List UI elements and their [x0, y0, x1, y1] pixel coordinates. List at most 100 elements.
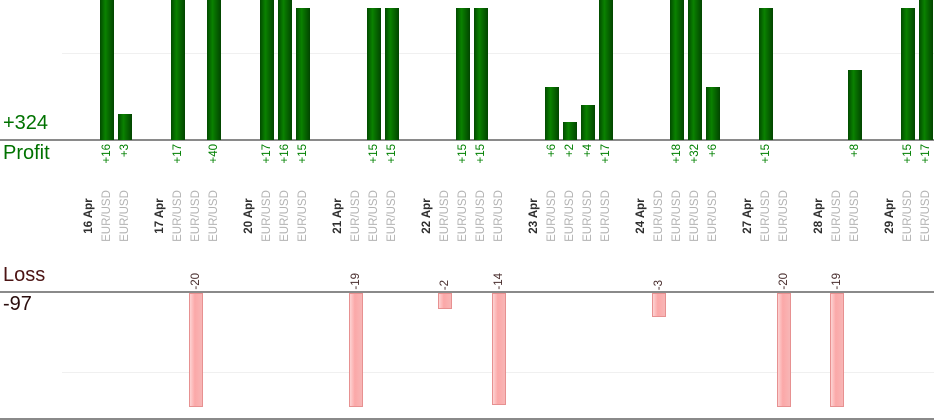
loss-bar — [492, 293, 506, 405]
trade-column: EUR/USD +15 — [294, 0, 312, 420]
profit-value-label: +16 — [101, 144, 113, 164]
profit-value-label: +32 — [689, 144, 701, 164]
profit-bar — [456, 8, 470, 140]
profit-bar — [670, 0, 684, 140]
loss-axis-title: Loss — [3, 264, 46, 286]
date-group: 27 Apr EUR/USD +15 EUR/USD -20 — [739, 0, 793, 420]
chart-bottom-border — [0, 418, 934, 420]
pair-label: EUR/USD — [831, 190, 843, 242]
profit-bar — [118, 114, 132, 140]
date-group: 21 Apr EUR/USD -19 EUR/USD +15 EUR/USD +15 — [329, 0, 401, 420]
profit-bar — [581, 105, 595, 140]
profit-bar — [278, 0, 292, 140]
profit-value-label: +16 — [279, 144, 291, 164]
date-slot: 23 Apr — [525, 0, 543, 420]
pair-label: EUR/USD — [350, 190, 362, 242]
pair-label: EUR/USD — [582, 190, 594, 242]
pair-label: EUR/USD — [564, 190, 576, 242]
profit-value-label: +17 — [261, 144, 273, 164]
profit-bar — [545, 87, 559, 140]
profit-bar — [759, 8, 773, 140]
loss-value-label: -2 — [439, 279, 451, 290]
profit-total-label: +324 — [3, 112, 49, 134]
loss-value-label: -20 — [190, 273, 202, 290]
trade-column: EUR/USD +6 — [704, 0, 722, 420]
profit-bar — [919, 0, 933, 140]
trade-column: EUR/USD +32 — [686, 0, 704, 420]
date-slot: 21 Apr — [329, 0, 347, 420]
date-label: 22 Apr — [421, 198, 433, 234]
trade-column: EUR/USD -19 — [828, 0, 846, 420]
trade-column: EUR/USD -2 — [436, 0, 454, 420]
trade-column: EUR/USD +8 — [846, 0, 864, 420]
date-group: 22 Apr EUR/USD -2 EUR/USD +15 EUR/USD +15 EUR/U… — [418, 0, 508, 420]
pair-label: EUR/USD — [261, 190, 273, 242]
profit-bar — [848, 70, 862, 140]
date-slot: 20 Apr — [240, 0, 258, 420]
trade-column: EUR/USD +17 — [597, 0, 615, 420]
profit-value-label: +15 — [368, 144, 380, 164]
pair-label: EUR/USD — [671, 190, 683, 242]
pair-label: EUR/USD — [386, 190, 398, 242]
date-label: 21 Apr — [332, 198, 344, 234]
trade-column: EUR/USD +15 — [757, 0, 775, 420]
profit-bar — [367, 8, 381, 140]
date-slot: 28 Apr — [810, 0, 828, 420]
profit-value-label: +18 — [671, 144, 683, 164]
trade-column: EUR/USD -20 — [187, 0, 205, 420]
pair-label: EUR/USD — [119, 190, 131, 242]
profit-value-label: +17 — [172, 144, 184, 164]
profit-bar — [385, 8, 399, 140]
loss-value-label: -14 — [493, 273, 505, 290]
pair-label: EUR/USD — [760, 190, 772, 242]
pair-label: EUR/USD — [101, 190, 113, 242]
pair-label: EUR/USD — [493, 190, 505, 242]
pair-label: EUR/USD — [297, 190, 309, 242]
loss-value-label: -19 — [831, 273, 843, 290]
profit-value-label: +2 — [564, 144, 576, 158]
loss-bar — [777, 293, 791, 407]
profit-axis-title: Profit — [3, 142, 50, 164]
profit-bar — [706, 87, 720, 140]
profit-value-label: +6 — [546, 144, 558, 158]
profit-value-label: +15 — [297, 144, 309, 164]
trade-column: EUR/USD -3 — [650, 0, 668, 420]
trade-column: EUR/USD +3 — [116, 0, 134, 420]
trade-column: EUR/USD -14 — [490, 0, 508, 420]
loss-value-label: -20 — [778, 273, 790, 290]
pair-label: EUR/USD — [778, 190, 790, 242]
pair-label: EUR/USD — [208, 190, 220, 242]
pair-label: EUR/USD — [600, 190, 612, 242]
pair-label: EUR/USD — [546, 190, 558, 242]
profit-bar — [563, 122, 577, 140]
trade-column: EUR/USD +6 — [543, 0, 561, 420]
loss-bar — [349, 293, 363, 407]
loss-bar — [438, 293, 452, 309]
date-label: 23 Apr — [528, 198, 540, 234]
pair-label: EUR/USD — [439, 190, 451, 242]
profit-bar — [171, 0, 185, 140]
trade-column: EUR/USD +15 — [454, 0, 472, 420]
profit-value-label: +15 — [902, 144, 914, 164]
pair-label: EUR/USD — [902, 190, 914, 242]
date-label: 16 Apr — [83, 198, 95, 234]
profit-value-label: +17 — [600, 144, 612, 164]
profit-axis-line — [0, 139, 934, 141]
date-group: 16 Apr EUR/USD +16 EUR/USD +3 — [80, 0, 134, 420]
date-group: 24 Apr EUR/USD -3 EUR/USD +18 EUR/USD +32 EUR/U… — [632, 0, 722, 420]
profit-value-label: +6 — [707, 144, 719, 158]
pair-label: EUR/USD — [368, 190, 380, 242]
profit-bar — [474, 8, 488, 140]
date-group: 17 Apr EUR/USD +17 EUR/USD -20 EUR/USD +40 — [151, 0, 223, 420]
pair-label: EUR/USD — [190, 190, 202, 242]
loss-total-label: -97 — [3, 293, 32, 315]
trade-column: EUR/USD +4 — [579, 0, 597, 420]
trade-column: EUR/USD +15 — [383, 0, 401, 420]
loss-value-label: -19 — [350, 273, 362, 290]
trade-column: EUR/USD +17 — [258, 0, 276, 420]
profit-gridline — [62, 53, 934, 54]
date-label: 29 Apr — [884, 198, 896, 234]
profit-bar — [207, 0, 221, 140]
date-slot: 29 Apr — [881, 0, 899, 420]
